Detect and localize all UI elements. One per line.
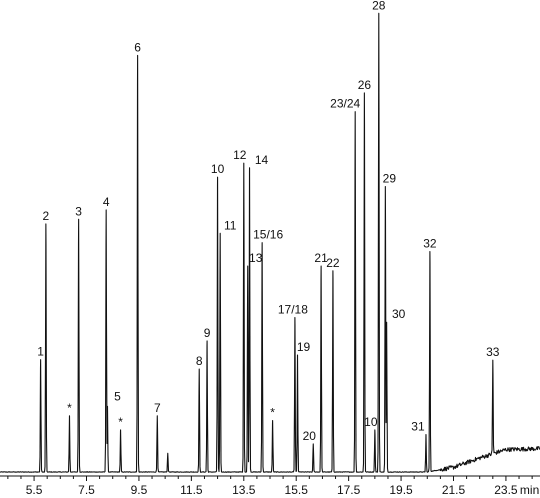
peak-label: 4 (103, 195, 110, 209)
artifact-marker: * (270, 406, 275, 420)
peak-label: 17/18 (278, 303, 308, 317)
peak-label: 31 (411, 420, 425, 434)
peak-label: 9 (204, 326, 211, 340)
x-tick-label: 13.5 (232, 483, 256, 497)
x-tick-label: 9.5 (131, 483, 148, 497)
x-tick-label: 23.5 (494, 483, 518, 497)
peak-label: 1 (37, 345, 44, 359)
x-tick-label: 15.5 (285, 483, 309, 497)
peak-label: 14 (255, 153, 269, 167)
peak-label: 3 (75, 204, 82, 218)
x-axis-unit-label: min (520, 483, 539, 497)
x-axis-ticks: 5.5 7.5 9.5 11.5 13.5 15.5 17.5 19.5 21.5 23.5 (7, 476, 533, 497)
peak-label: 20 (303, 429, 317, 443)
peak-label: 5 (114, 389, 121, 403)
peak-label: 8 (196, 354, 203, 368)
peak-labels: 12*345*6789101112131415/16*17/1819202122… (37, 0, 500, 443)
x-tick-label: 7.5 (78, 483, 95, 497)
peak-label: 29 (383, 172, 397, 186)
peak-label: 10 (211, 162, 225, 176)
peak-label: 21 (314, 251, 328, 265)
x-tick-label: 19.5 (389, 483, 413, 497)
x-tick-label: 17.5 (337, 483, 361, 497)
x-tick-label: 11.5 (180, 483, 203, 497)
peak-label: 2 (43, 209, 50, 223)
peak-label: 15/16 (253, 228, 283, 242)
peak-label: 7 (154, 401, 161, 415)
peak-label: 30 (392, 307, 406, 321)
peak-label: 13 (249, 251, 263, 265)
peak-label: 19 (297, 340, 311, 354)
peak-label: 12 (233, 148, 247, 162)
signal-trace (0, 12, 540, 473)
peak-label: 32 (423, 237, 437, 251)
peak-label: 6 (134, 40, 141, 54)
peak-label: 10 (364, 415, 378, 429)
peak-label: 28 (372, 0, 386, 12)
peak-label: 23/24 (330, 97, 360, 111)
peak-label: 22 (326, 256, 340, 270)
artifact-marker: * (67, 401, 72, 415)
peak-label: 26 (358, 78, 372, 92)
peak-label: 33 (486, 345, 500, 359)
x-tick-label: 21.5 (442, 483, 466, 497)
x-tick-label: 5.5 (26, 483, 43, 497)
artifact-marker: * (118, 415, 123, 429)
peak-label: 11 (224, 218, 237, 232)
